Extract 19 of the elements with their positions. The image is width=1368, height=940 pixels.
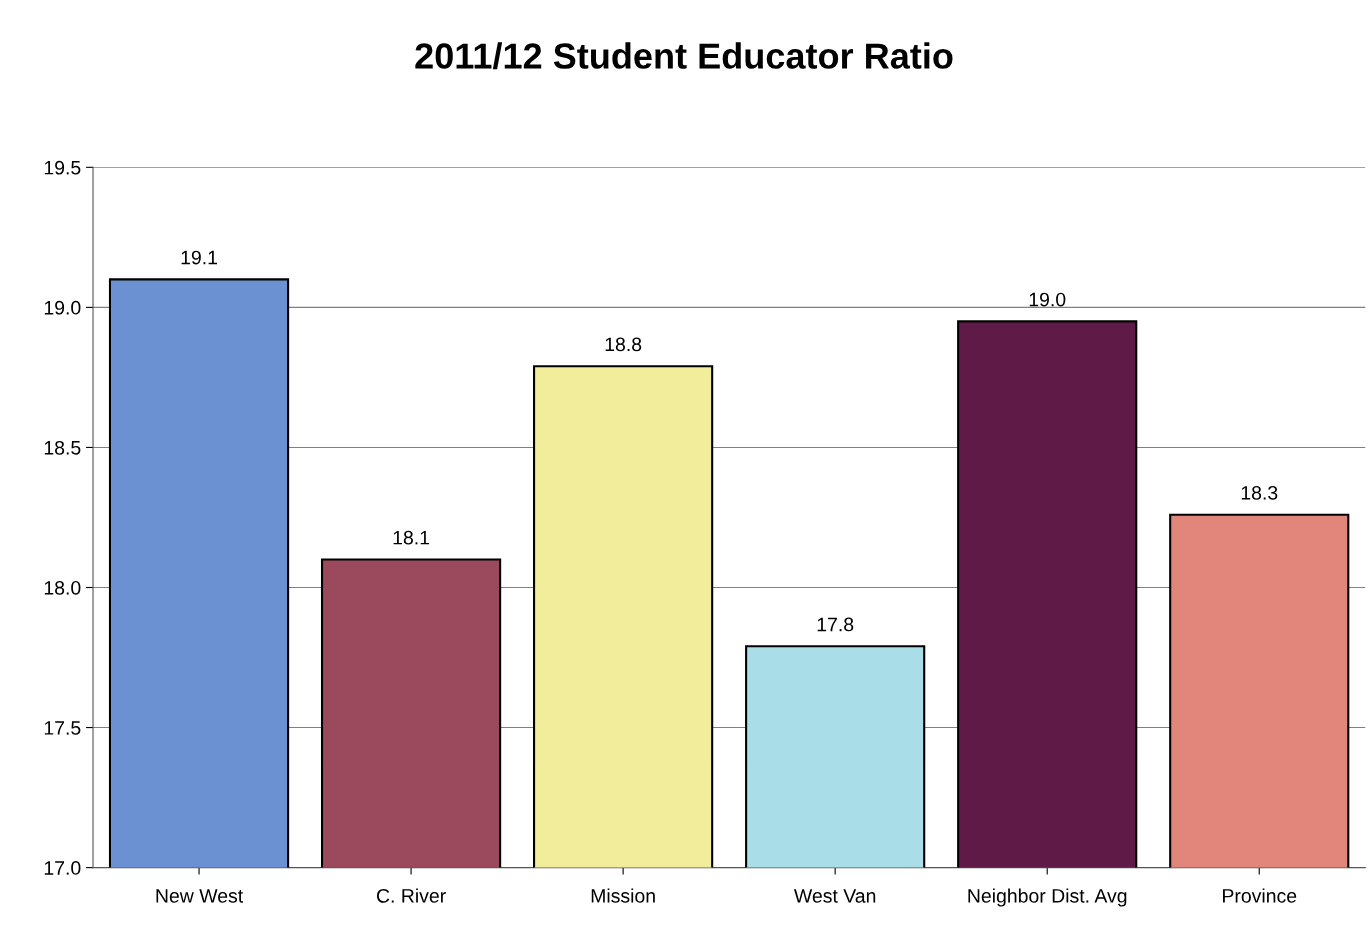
data-label: 17.8: [817, 617, 854, 632]
y-tick-label: 19.5: [44, 160, 81, 175]
x-tick-label: West Van: [793, 889, 876, 903]
y-tick-label: 18.5: [44, 440, 81, 455]
x-tick-label: New West: [156, 889, 244, 903]
x-tick-label: C. River: [376, 888, 446, 903]
chart-title: 2011/12 Student Educator Ratio: [415, 42, 953, 70]
data-label: 18.8: [605, 337, 642, 352]
x-tick-label: Neighbor Dist. Avg: [968, 888, 1127, 907]
data-label: 18.1: [393, 530, 430, 545]
y-tick-label: 18.0: [44, 580, 81, 595]
x-tick-label: Province: [1223, 888, 1297, 903]
data-label: 19.0: [1029, 292, 1066, 307]
data-label: 18.3: [1241, 485, 1278, 500]
y-tick-label: 19.0: [44, 300, 81, 315]
y-tick-label: 17.5: [44, 721, 81, 735]
y-tick-label: 17.0: [44, 861, 81, 875]
x-tick-label: Mission: [591, 888, 655, 903]
data-label: 19.1: [181, 250, 218, 265]
